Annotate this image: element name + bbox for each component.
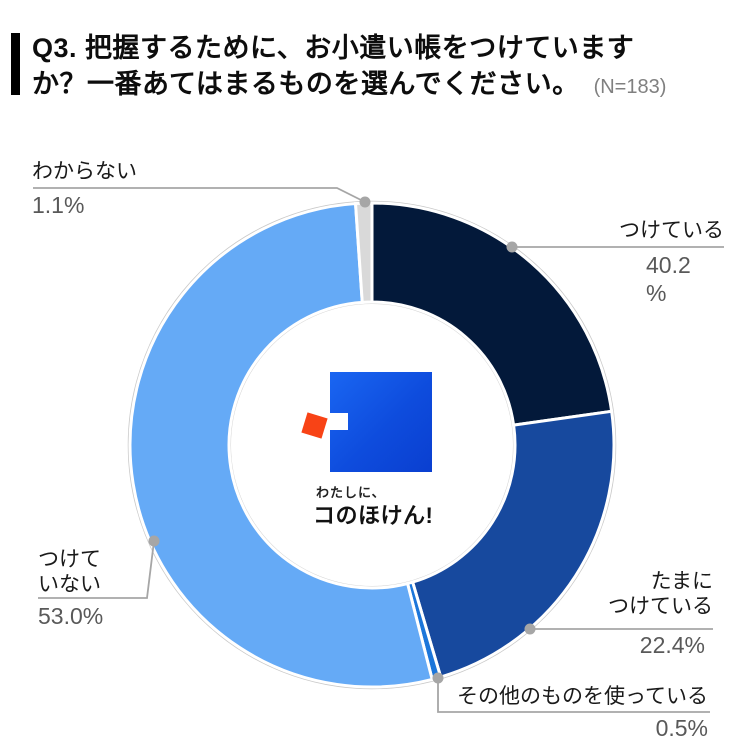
leader-dot-tamani	[524, 623, 536, 635]
label-tsuketeinai-pct-value: 53.0%	[38, 603, 104, 629]
label-tsuketeiru: つけている	[574, 218, 724, 243]
label-sonota-name: その他のものを使っている	[457, 685, 708, 708]
leader-lines	[33, 187, 724, 713]
title-line-1: Q3. 把握するために、お小遣い帳をつけています	[32, 33, 635, 63]
label-wakaranai-pct: 1.1%	[32, 192, 85, 218]
label-tsuketeiru-pct: 40.2 %	[646, 251, 691, 307]
title-accent-bar	[11, 33, 20, 95]
label-sonota-pct: 0.5%	[540, 714, 708, 742]
logo-brand-text: コのほけん!	[313, 503, 434, 528]
label-tsuketeinai-name-line2: いない	[38, 573, 101, 596]
label-tamani-name-line2: つけている	[608, 595, 713, 618]
label-tsuketeinai-name-line1: つけて	[38, 548, 101, 571]
label-sonota-pct-value: 0.5%	[655, 715, 708, 741]
donut-segment-tsuketeiru	[370, 201, 614, 427]
label-sonota: その他のものを使っている	[420, 684, 708, 709]
sample-size-label: (N=183)	[593, 76, 667, 98]
leader-dots	[148, 196, 536, 684]
label-tsuketeinai: つけて いない	[38, 547, 101, 597]
logo-notch	[330, 413, 348, 430]
label-tamani-pct-value: 22.4%	[639, 632, 705, 658]
label-tsuketeiru-pct-sign: %	[646, 280, 667, 306]
label-tamani-pct: 22.4%	[545, 631, 705, 659]
title-line-2-text: か？一番あてはまるものを選んでください。	[32, 69, 580, 99]
leader-dot-sonota	[432, 672, 444, 684]
label-tsuketeinai-pct: 53.0%	[38, 602, 103, 630]
logo-tagline: わたしに、	[316, 485, 386, 500]
label-tamani-name-line1: たまに	[650, 570, 713, 593]
title-line-2: か？一番あてはまるものを選んでください。 (N=183)	[32, 66, 737, 105]
page-title: Q3. 把握するために、お小遣い帳をつけています か？一番あてはまるものを選んで…	[32, 30, 737, 105]
label-wakaranai-name: わからない	[32, 160, 137, 183]
leader-line-sonota	[437, 678, 710, 713]
leader-line-wakaranai	[33, 187, 366, 203]
donut-segment-tamani-tsuketeiru	[410, 409, 616, 679]
label-tsuketeiru-pct-value: 40.2	[646, 252, 691, 278]
label-tamani: たまに つけている	[545, 569, 713, 619]
label-wakaranai: わからない 1.1%	[32, 159, 137, 219]
donut-segments	[128, 201, 616, 689]
leader-dot-tsuketeiru	[506, 241, 518, 253]
leader-dot-wakaranai	[359, 196, 371, 208]
leader-dot-tsuketeinai	[148, 535, 160, 547]
donut-segment-tsuketeinai	[128, 201, 435, 689]
leader-line-tsuketeinai	[38, 540, 155, 599]
label-tsuketeiru-name: つけている	[619, 219, 724, 242]
